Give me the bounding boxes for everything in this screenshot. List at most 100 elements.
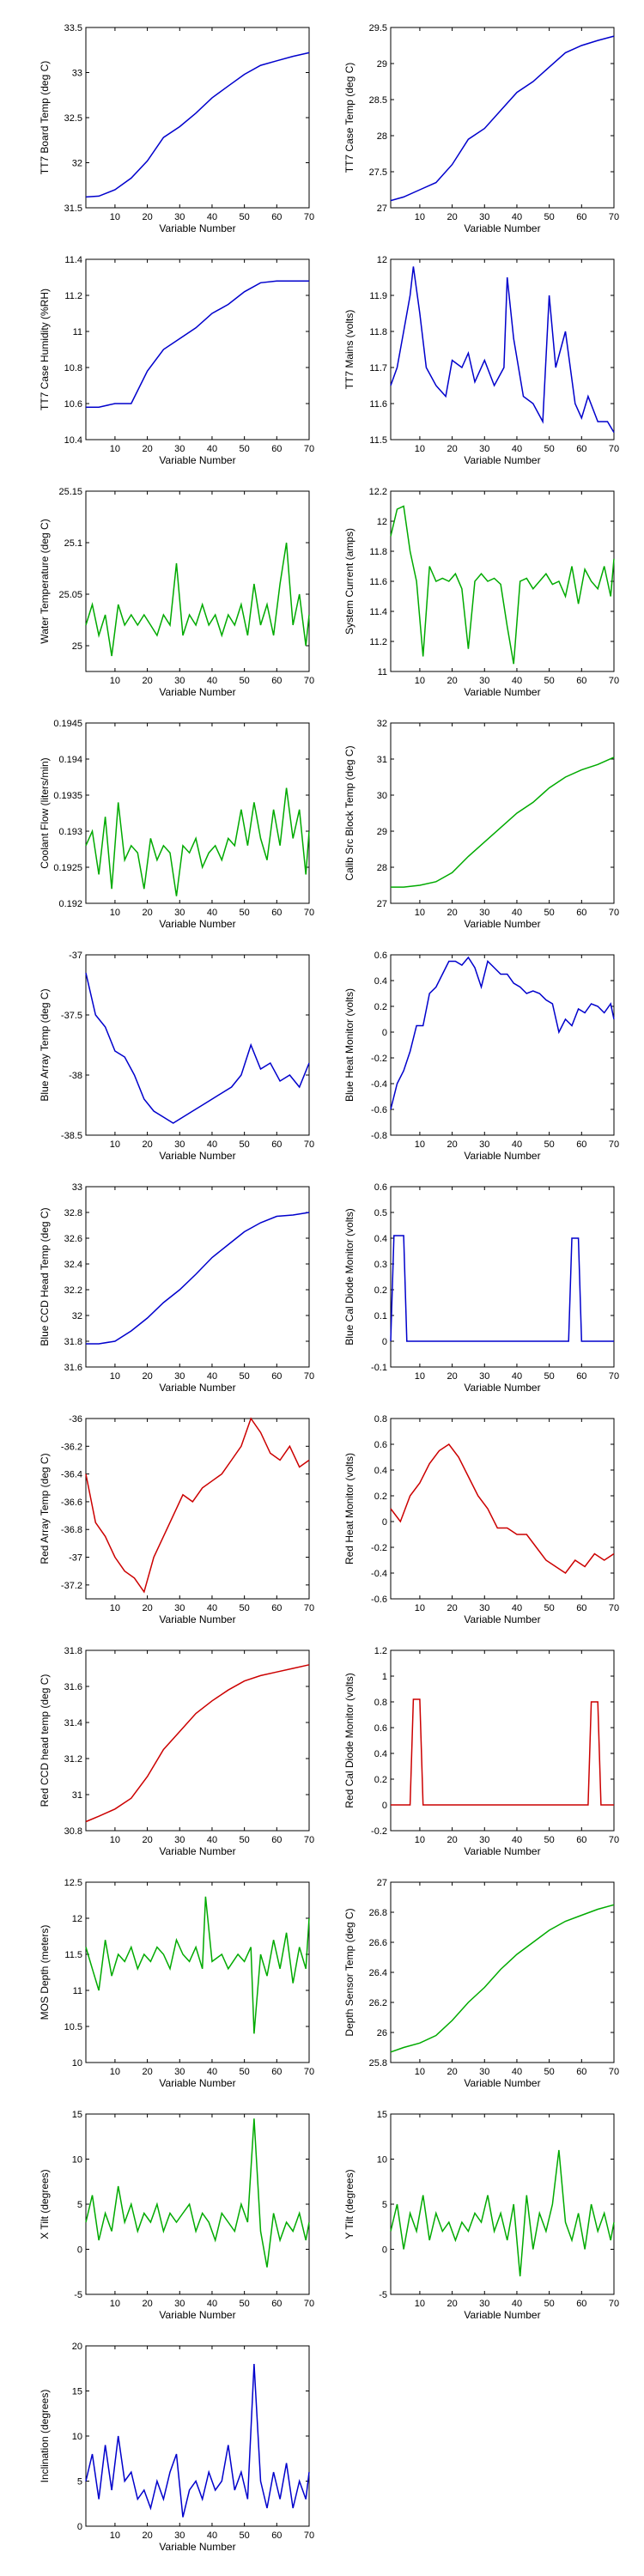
- chart-9: 10 20 30 40 50 60 70 -38.5 -38 -37.5 -37 Variable N…: [39, 951, 314, 1162]
- y-axis-label: Red Array Temp (deg C): [39, 1453, 51, 1564]
- x-tick-label: 10: [415, 908, 425, 918]
- chart-18: 10 20 30 40 50 60 70 25.8 26 26.2 26.4 26.6 26.8 27 Va…: [343, 1878, 619, 2089]
- y-tick-label: 0.8: [374, 1414, 387, 1425]
- x-tick-label: 50: [240, 1603, 250, 1613]
- y-tick-label: 0.1945: [53, 719, 82, 729]
- series-line: [391, 1698, 614, 1806]
- y-tick-label: -0.2: [371, 1826, 387, 1837]
- x-tick-label: 30: [479, 1139, 489, 1150]
- y-axis-label: TT7 Case Humidity (%RH): [39, 289, 51, 410]
- y-tick-label: 0.192: [58, 899, 82, 909]
- plot-frame: [390, 2113, 615, 2295]
- x-tick-label: 50: [544, 2299, 555, 2309]
- x-tick-label: 40: [207, 2299, 217, 2309]
- x-tick-label: 30: [479, 1835, 489, 1845]
- x-tick-label: 10: [110, 1371, 120, 1382]
- x-axis-label: Variable Number: [464, 1845, 540, 1857]
- x-tick-label: 50: [240, 1835, 250, 1845]
- x-tick-label: 50: [240, 212, 250, 222]
- x-tick-label: 40: [512, 212, 522, 222]
- x-tick-label: 60: [576, 676, 586, 686]
- y-tick-label: 0.4: [374, 976, 387, 987]
- x-axis-label: Variable Number: [159, 1613, 235, 1625]
- x-tick-label: 60: [271, 2530, 282, 2541]
- x-tick-label: 60: [576, 2067, 586, 2077]
- y-tick-label: -0.4: [371, 1569, 387, 1579]
- y-axis-label: Water Temperature (deg C): [39, 519, 51, 643]
- x-tick-label: 40: [512, 908, 522, 918]
- y-tick-label: 29: [377, 827, 387, 837]
- x-tick-label: 50: [544, 1139, 555, 1150]
- plot-frame: [390, 954, 615, 1136]
- y-tick-label: 12.2: [369, 487, 387, 497]
- x-tick-label: 10: [110, 212, 120, 222]
- x-tick-label: 30: [174, 1371, 185, 1382]
- x-tick-label: 20: [142, 444, 152, 454]
- y-tick-label: 0: [382, 1517, 387, 1528]
- x-tick-label: 10: [110, 908, 120, 918]
- y-axis-label: Y Tilt (degrees): [343, 2169, 355, 2239]
- x-axis-label: Variable Number: [159, 1382, 235, 1394]
- x-tick-label: 70: [609, 212, 619, 222]
- x-tick-label: 10: [110, 676, 120, 686]
- x-tick-label: 50: [544, 1371, 555, 1382]
- x-tick-label: 30: [479, 444, 489, 454]
- x-tick-label: 50: [544, 444, 555, 454]
- y-tick-label: -37.2: [61, 1581, 82, 1591]
- y-axis-label: X Tilt (degrees): [39, 2169, 51, 2239]
- y-tick-label: 30.8: [64, 1826, 82, 1837]
- x-tick-label: 70: [304, 1835, 314, 1845]
- y-tick-label: 11.2: [369, 637, 387, 647]
- y-tick-label: 0.4: [374, 1234, 387, 1244]
- x-tick-label: 60: [271, 212, 282, 222]
- y-tick-label: 26.4: [369, 1968, 387, 1978]
- y-tick-label: 31.4: [64, 1718, 82, 1728]
- y-tick-label: 20: [72, 2342, 82, 2352]
- series-line: [85, 2363, 310, 2518]
- plot-frame: [390, 1881, 615, 2063]
- x-tick-label: 30: [479, 1603, 489, 1613]
- x-tick-label: 40: [207, 444, 217, 454]
- x-tick-label: 40: [512, 1835, 522, 1845]
- y-axis-label: Red Cal Diode Monitor (volts): [343, 1673, 355, 1807]
- y-tick-label: 31: [377, 755, 387, 765]
- y-tick-label: 11.4: [64, 255, 82, 265]
- x-tick-label: 60: [576, 2299, 586, 2309]
- x-tick-label: 40: [512, 676, 522, 686]
- y-axis-label: System Current (amps): [343, 528, 355, 635]
- x-tick-label: 20: [447, 2299, 457, 2309]
- y-tick-label: 10.8: [64, 363, 82, 374]
- y-axis-label: TT7 Board Temp (deg C): [39, 61, 51, 175]
- x-tick-label: 40: [207, 1371, 217, 1382]
- y-tick-label: 12: [377, 255, 387, 265]
- y-tick-label: 5: [382, 2200, 387, 2210]
- x-tick-label: 70: [609, 1371, 619, 1382]
- x-tick-label: 20: [142, 212, 152, 222]
- series-line: [390, 2149, 615, 2277]
- y-tick-label: 0: [382, 2245, 387, 2256]
- y-tick-label: 10: [377, 2155, 387, 2166]
- series-line: [390, 266, 615, 433]
- y-tick-label: 30: [377, 791, 387, 801]
- y-tick-label: -36.4: [61, 1470, 82, 1480]
- x-tick-label: 10: [415, 1603, 425, 1613]
- y-tick-label: 0: [77, 2245, 82, 2256]
- plot-frame: [85, 2345, 310, 2527]
- y-tick-label: 27: [377, 204, 387, 214]
- x-tick-label: 20: [142, 1139, 152, 1150]
- y-tick-label: 10.4: [64, 435, 82, 446]
- x-tick-label: 30: [174, 1603, 185, 1613]
- y-tick-label: -0.8: [371, 1131, 387, 1141]
- series-line: [85, 1896, 310, 2034]
- x-tick-label: 70: [304, 2299, 314, 2309]
- series-line: [86, 1212, 310, 1345]
- y-axis-label: Coolant Flow (liters/min): [39, 757, 51, 868]
- plot-frame: [390, 1186, 615, 1368]
- y-tick-label: 33: [72, 1182, 82, 1193]
- y-tick-label: 0.6: [374, 1440, 387, 1450]
- y-tick-label: 28: [377, 863, 387, 873]
- x-tick-label: 70: [304, 1603, 314, 1613]
- y-tick-label: 31.6: [64, 1363, 82, 1373]
- y-tick-label: -36.2: [61, 1442, 82, 1452]
- y-tick-label: 0: [382, 1801, 387, 1811]
